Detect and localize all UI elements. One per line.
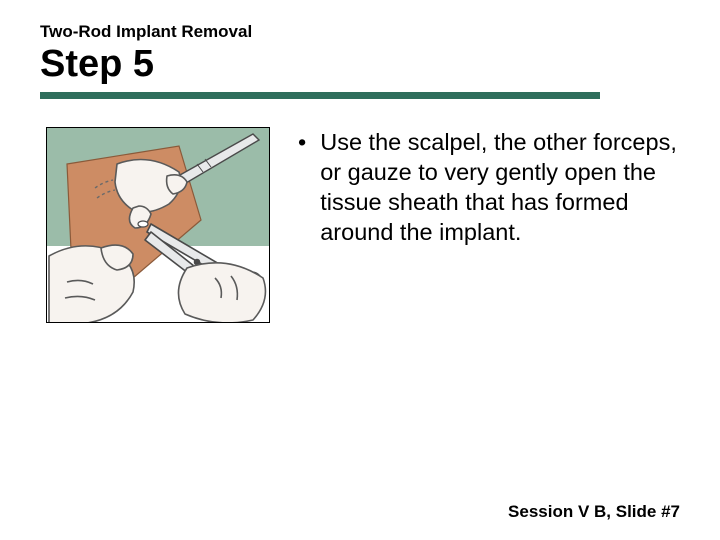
bullet-list: • Use the scalpel, the other forceps, or… [292, 127, 680, 247]
procedure-illustration [47, 128, 270, 323]
slide-subtitle: Two-Rod Implant Removal [40, 22, 680, 42]
bullet-text: Use the scalpel, the other forceps, or g… [320, 127, 680, 247]
bullet-marker: • [298, 127, 306, 247]
slide-title: Step 5 [40, 44, 680, 86]
illustration-box [46, 127, 270, 323]
slide: Two-Rod Implant Removal Step 5 [0, 0, 720, 540]
content-row: • Use the scalpel, the other forceps, or… [40, 127, 680, 323]
list-item: • Use the scalpel, the other forceps, or… [292, 127, 680, 247]
slide-footer: Session V B, Slide #7 [508, 502, 680, 522]
title-rule [40, 92, 600, 99]
